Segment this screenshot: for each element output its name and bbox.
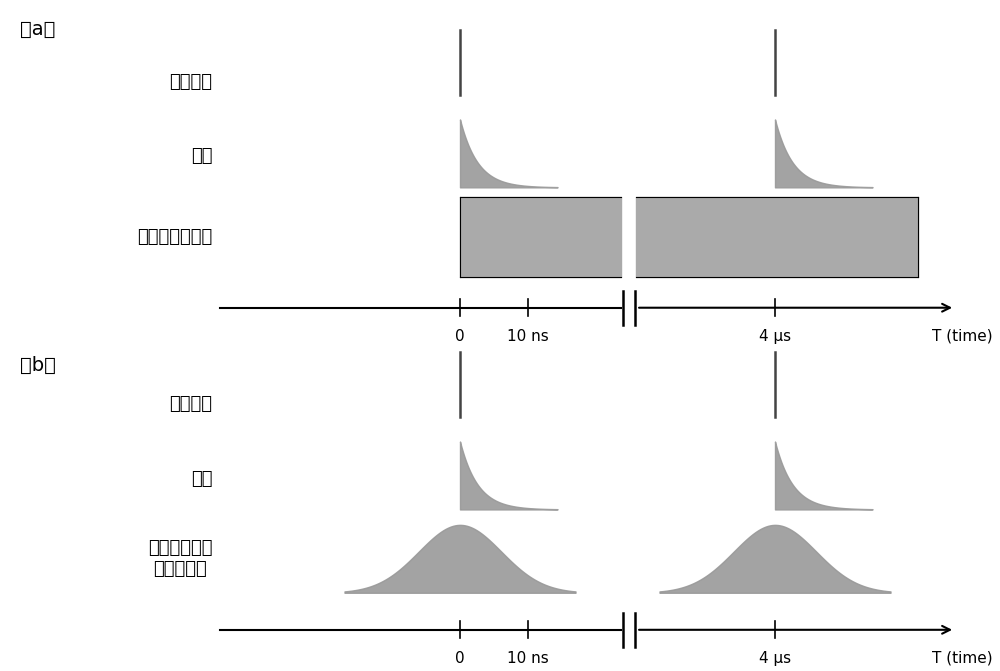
Text: T (time): T (time)	[932, 329, 993, 344]
Text: 0: 0	[455, 651, 465, 666]
Text: 4 μs: 4 μs	[759, 651, 791, 666]
Text: 飞秒激光: 飞秒激光	[170, 73, 212, 91]
Text: 10 ns: 10 ns	[507, 329, 548, 344]
Text: （a）: （a）	[20, 20, 55, 39]
Text: 4 μs: 4 μs	[759, 329, 791, 344]
Text: 飞秒激光: 飞秒激光	[170, 395, 212, 413]
Text: 荧光: 荧光	[191, 470, 212, 488]
Text: T (time): T (time)	[932, 651, 993, 666]
Text: 10 ns: 10 ns	[507, 651, 548, 666]
Text: 0: 0	[455, 329, 465, 344]
Text: 受激发射减损光: 受激发射减损光	[137, 227, 212, 246]
Text: 调制后的受激
发射减损光: 调制后的受激 发射减损光	[148, 539, 212, 578]
Text: 荧光: 荧光	[191, 148, 212, 166]
Text: （b）: （b）	[20, 356, 56, 374]
